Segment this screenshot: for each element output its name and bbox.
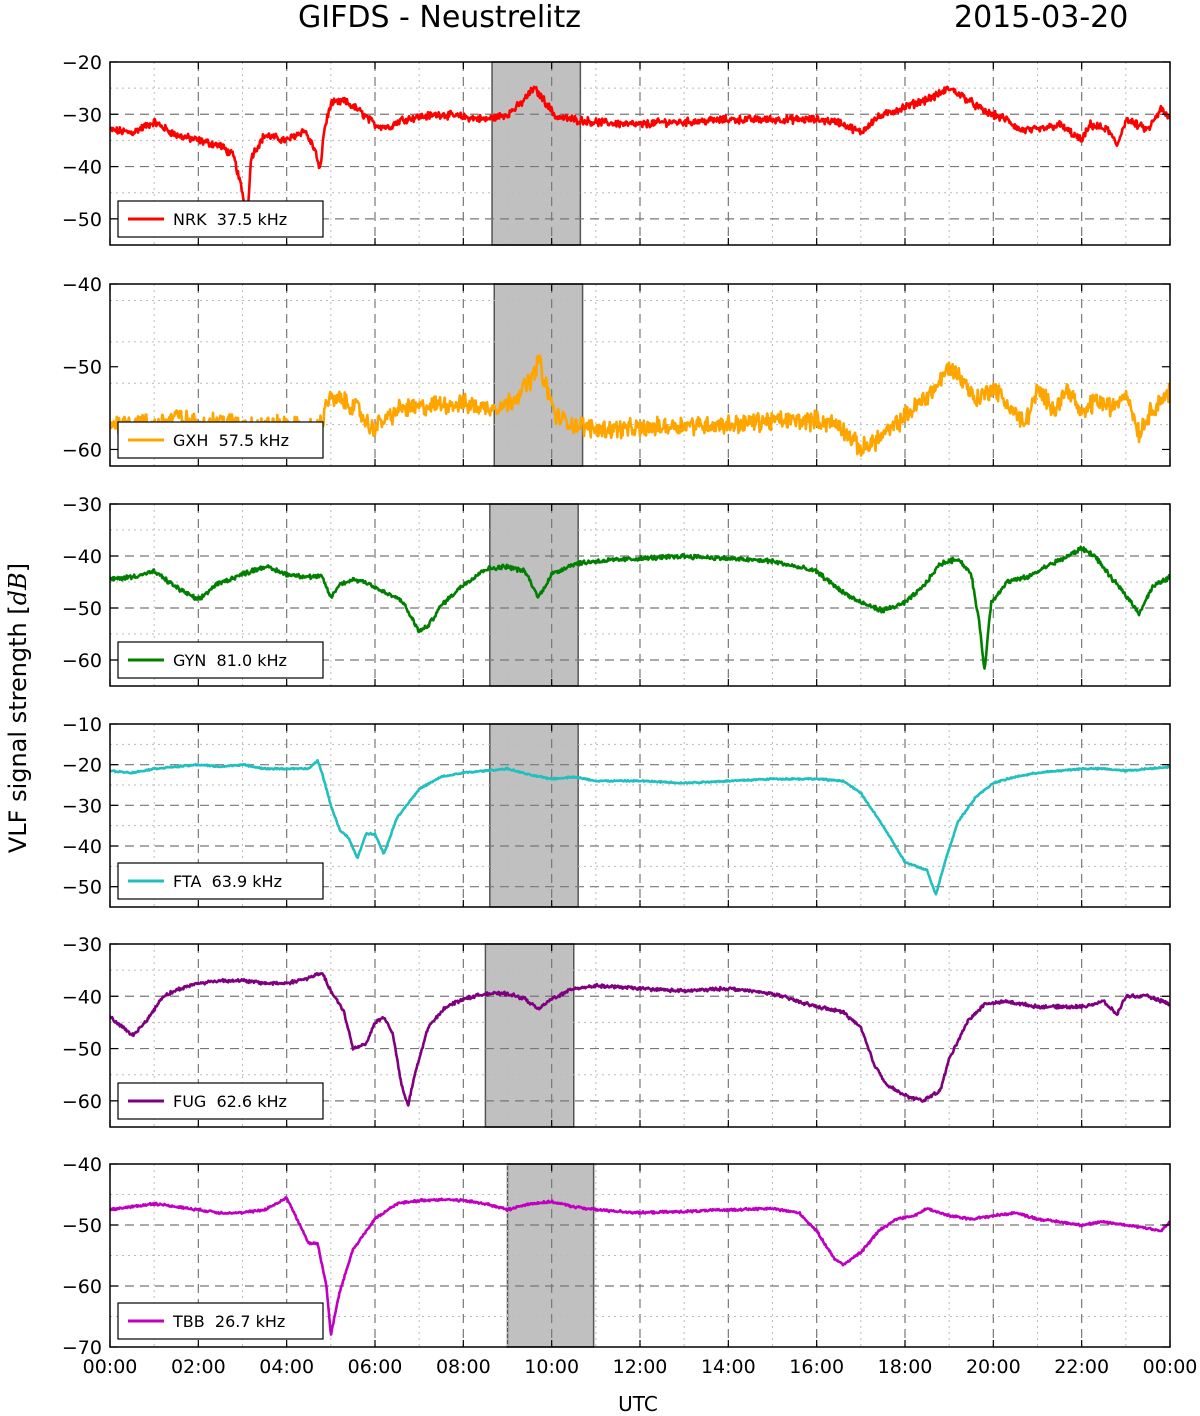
- x-tick-label: 02:00: [171, 1356, 226, 1378]
- legend-label: GXH 57.5 kHz: [173, 431, 289, 450]
- x-tick-label: 00:00: [83, 1356, 138, 1378]
- y-tick-label: −10: [62, 714, 102, 736]
- x-tick-label: 08:00: [436, 1356, 491, 1378]
- y-tick-label: −50: [62, 877, 102, 899]
- shaded-interval: [506, 1163, 595, 1348]
- y-tick-label: −40: [62, 1154, 102, 1176]
- panel-1: −20 −30 −40 −50 NRK 37.5 kHz: [62, 52, 1171, 246]
- y-tick-label: −40: [62, 986, 102, 1008]
- x-tick-label: 20:00: [966, 1356, 1021, 1378]
- chart-date: 2015-03-20: [954, 0, 1129, 35]
- y-tick-label: −30: [62, 934, 102, 956]
- shaded-interval: [493, 283, 584, 467]
- panel-4: −10 −20 −30 −40 −50 FTA 63.9 kHz: [62, 714, 1171, 908]
- y-tick-label: −60: [62, 439, 102, 461]
- legend-label: NRK 37.5 kHz: [173, 210, 287, 229]
- series-line: [110, 85, 1170, 219]
- chart-title: GIFDS - Neustrelitz: [298, 0, 582, 35]
- panel-5: −30 −40 −50 −60 FUG 62.6 kHz: [62, 934, 1171, 1128]
- y-tick-label: −50: [62, 357, 102, 379]
- shaded-interval: [489, 503, 579, 687]
- x-tick-label: 04:00: [259, 1356, 314, 1378]
- x-tick-label: 18:00: [878, 1356, 933, 1378]
- series-line: [110, 1196, 1170, 1336]
- x-tick-label: 00:00: [1143, 1356, 1198, 1378]
- legend-label: FTA 63.9 kHz: [173, 872, 282, 891]
- legend-label: TBB 26.7 kHz: [172, 1312, 285, 1331]
- y-tick-label: −60: [62, 650, 102, 672]
- y-tick-label: −40: [62, 157, 102, 179]
- x-axis-label: UTC: [618, 1392, 658, 1416]
- x-tick-label: 06:00: [348, 1356, 403, 1378]
- legend-label: FUG 62.6 kHz: [173, 1092, 287, 1111]
- y-tick-label: −40: [62, 546, 102, 568]
- panel-6: −40 −50 −60 −70 TBB 26.7 kHz: [62, 1154, 1171, 1359]
- y-tick-label: −60: [62, 1276, 102, 1298]
- y-tick-label: −30: [62, 795, 102, 817]
- y-tick-label: −20: [62, 52, 102, 74]
- y-tick-label: −50: [62, 598, 102, 620]
- y-tick-label: −60: [62, 1091, 102, 1113]
- y-tick-label: −30: [62, 494, 102, 516]
- x-tick-label: 14:00: [701, 1356, 756, 1378]
- x-tick-label: 22:00: [1054, 1356, 1109, 1378]
- series-line: [110, 972, 1170, 1107]
- y-tick-label: −20: [62, 755, 102, 777]
- panel-2: −40 −50 −60 GXH 57.5 kHz: [62, 274, 1171, 467]
- panel-3: −30 −40 −50 −60 GYN 81.0 kHz: [62, 494, 1171, 687]
- x-tick-label: 10:00: [524, 1356, 579, 1378]
- series-line: [110, 759, 1170, 896]
- y-tick-label: −40: [62, 274, 102, 296]
- legend-label: GYN 81.0 kHz: [173, 651, 287, 670]
- y-tick-label: −30: [62, 104, 102, 126]
- shaded-interval: [489, 723, 579, 908]
- y-tick-label: −50: [62, 1039, 102, 1061]
- y-tick-label: −50: [62, 209, 102, 231]
- y-tick-label: −70: [62, 1337, 102, 1359]
- shaded-interval: [484, 943, 575, 1128]
- x-tick-label: 12:00: [613, 1356, 668, 1378]
- x-tick-label: 16:00: [789, 1356, 844, 1378]
- series-line: [110, 545, 1170, 670]
- y-tick-label: −40: [62, 836, 102, 858]
- y-tick-label: −50: [62, 1215, 102, 1237]
